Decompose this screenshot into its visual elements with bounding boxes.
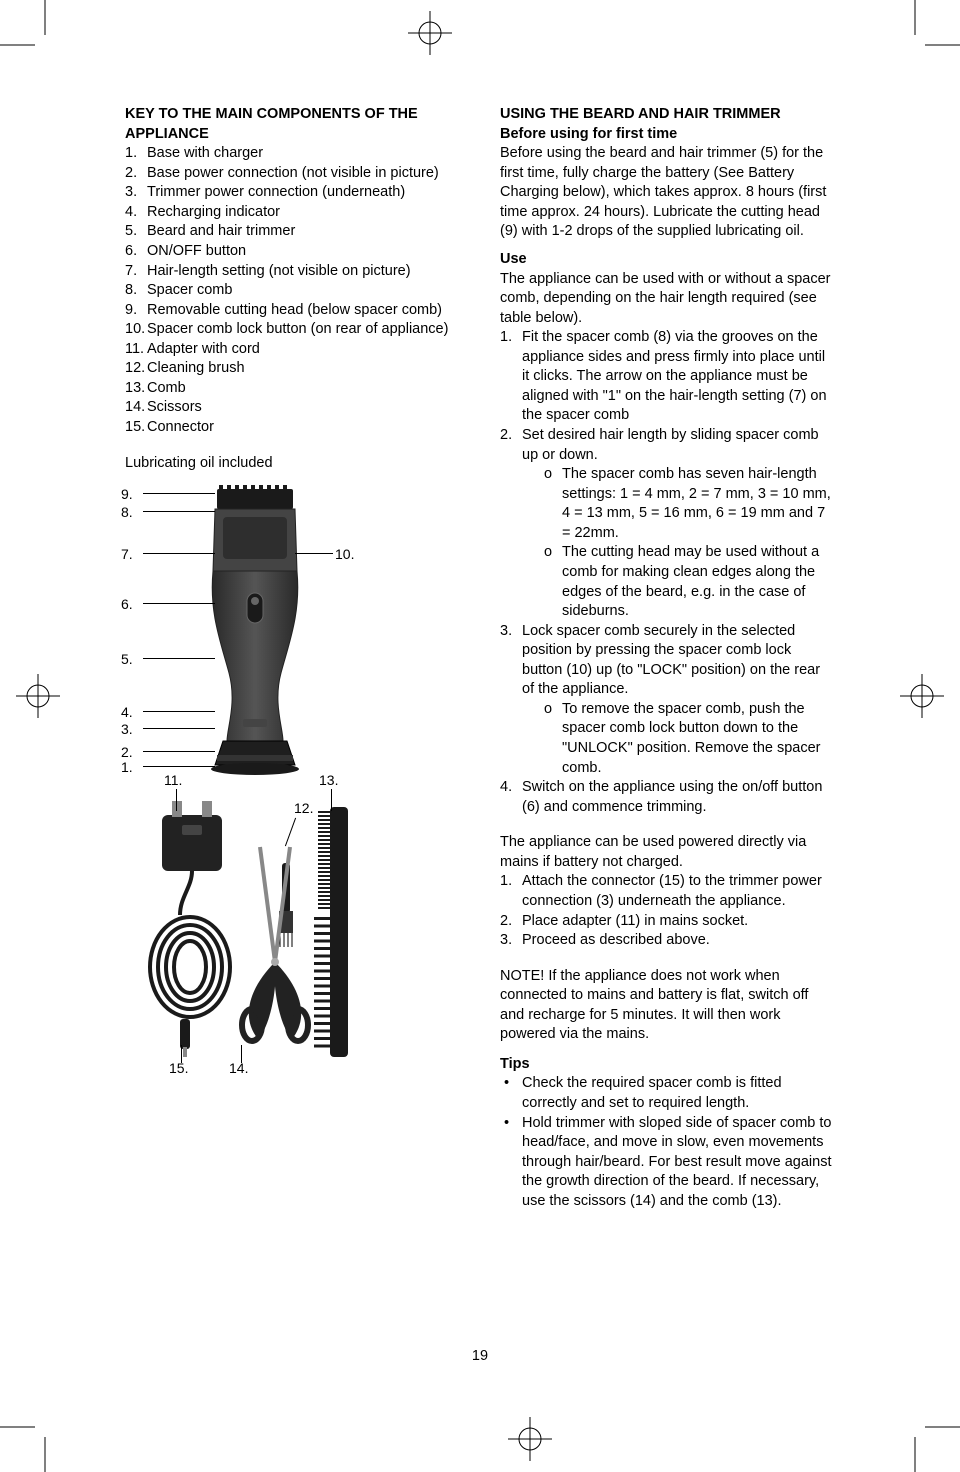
component-item: 15.Connector	[125, 418, 470, 438]
component-item: 1.Base with charger	[125, 144, 470, 164]
mains-step: 3.Proceed as described above.	[500, 931, 835, 951]
tip-item: Check the required spacer comb is fitted…	[500, 1074, 835, 1113]
tips-title: Tips	[500, 1055, 835, 1075]
mains-steps: 1.Attach the connector (15) to the trimm…	[500, 872, 835, 950]
use-substep: To remove the spacer comb, push the spac…	[544, 700, 835, 778]
component-item: 13.Comb	[125, 379, 470, 399]
component-item: 12.Cleaning brush	[125, 359, 470, 379]
mains-step: 2.Place adapter (11) in mains socket.	[500, 912, 835, 932]
left-column: KEY TO THE MAIN COMPONENTS OF THE APPLIA…	[125, 105, 470, 1211]
component-item: 6.ON/OFF button	[125, 242, 470, 262]
components-heading: KEY TO THE MAIN COMPONENTS OF THE APPLIA…	[125, 105, 470, 144]
trimmer-figure: 9.8.7.10.6.5.4.3.2.1.	[125, 483, 470, 783]
use-title: Use	[500, 250, 835, 270]
mains-intro: The appliance can be used powered direct…	[500, 833, 835, 872]
right-column: USING THE BEARD AND HAIR TRIMMER Before …	[500, 105, 835, 1211]
use-step: 1.Fit the spacer comb (8) via the groove…	[500, 328, 835, 426]
component-item: 10.Spacer comb lock button (on rear of a…	[125, 320, 470, 340]
first-time-title: Before using for first time	[500, 125, 835, 145]
first-time-body: Before using the beard and hair trimmer …	[500, 144, 835, 242]
use-intro: The appliance can be used with or withou…	[500, 270, 835, 329]
component-item: 7.Hair-length setting (not visible on pi…	[125, 262, 470, 282]
use-substep: The cutting head may be used without a c…	[544, 543, 835, 621]
note-text: NOTE! If the appliance does not work whe…	[500, 967, 835, 1045]
accessories-figure: 11.13.12.15.14.	[125, 787, 470, 1097]
tip-item: Hold trimmer with sloped side of spacer …	[500, 1114, 835, 1212]
component-item: 2.Base power connection (not visible in …	[125, 164, 470, 184]
use-steps: 1.Fit the spacer comb (8) via the groove…	[500, 328, 835, 817]
use-step: 3.Lock spacer comb securely in the selec…	[500, 622, 835, 779]
tips-list: Check the required spacer comb is fitted…	[500, 1074, 835, 1211]
component-item: 3.Trimmer power connection (underneath)	[125, 183, 470, 203]
page-number: 19	[472, 1347, 488, 1367]
using-heading: USING THE BEARD AND HAIR TRIMMER	[500, 105, 835, 125]
use-substep: The spacer comb has seven hair-length se…	[544, 465, 835, 543]
component-item: 11.Adapter with cord	[125, 340, 470, 360]
use-step: 4.Switch on the appliance using the on/o…	[500, 778, 835, 817]
component-item: 8.Spacer comb	[125, 281, 470, 301]
use-step: 2.Set desired hair length by sliding spa…	[500, 426, 835, 622]
oil-note: Lubricating oil included	[125, 454, 470, 474]
component-item: 4.Recharging indicator	[125, 203, 470, 223]
component-item: 14.Scissors	[125, 398, 470, 418]
mains-step: 1.Attach the connector (15) to the trimm…	[500, 872, 835, 911]
component-item: 9.Removable cutting head (below spacer c…	[125, 301, 470, 321]
components-list: 1.Base with charger 2.Base power connect…	[125, 144, 470, 437]
component-item: 5.Beard and hair trimmer	[125, 222, 470, 242]
page-content: KEY TO THE MAIN COMPONENTS OF THE APPLIA…	[125, 105, 835, 1211]
